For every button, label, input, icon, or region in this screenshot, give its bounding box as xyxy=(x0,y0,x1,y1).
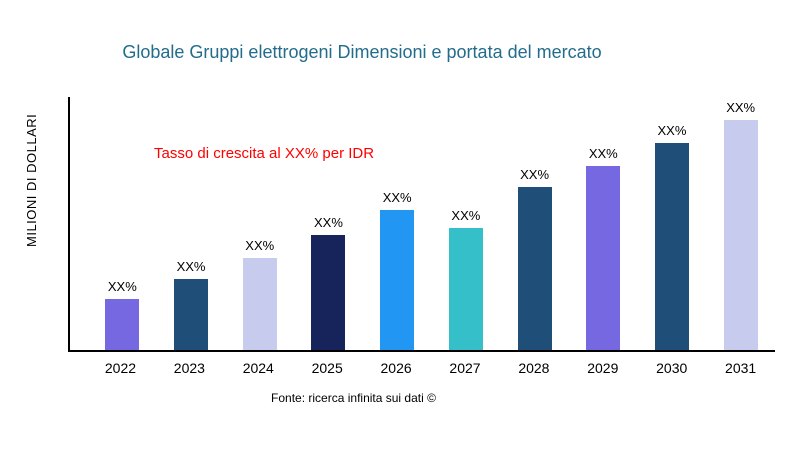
y-axis-label: MILIONI DI DOLLARI xyxy=(24,113,39,247)
x-tick-label-2026: 2026 xyxy=(380,360,412,376)
bar-group-2027: XX% xyxy=(432,97,501,350)
x-tick-label-2025: 2025 xyxy=(311,360,343,376)
x-tick-label-2028: 2028 xyxy=(518,360,550,376)
x-tick-label-2023: 2023 xyxy=(173,360,205,376)
bar-value-label: XX% xyxy=(588,146,618,161)
bar-2025 xyxy=(311,235,346,350)
bars-container: XX% XX% XX% XX% XX% XX% XX% XX% XX% XX% xyxy=(70,97,775,350)
bar-value-label: XX% xyxy=(451,208,481,224)
bar-value-label: XX% xyxy=(382,189,412,205)
x-tick-label-2022: 2022 xyxy=(104,360,137,376)
bar-group-2025: XX% xyxy=(294,97,363,350)
bar-2027 xyxy=(448,228,483,350)
bar-group-2030: XX% xyxy=(638,97,707,350)
bar-value-label: XX% xyxy=(107,279,137,295)
x-axis-tick-labels: 2022 2023 2024 2025 2026 2027 2028 2029 2030 2031 xyxy=(68,360,775,376)
x-tick-label-2029: 2029 xyxy=(587,360,619,376)
bar-value-label: XX% xyxy=(657,123,687,138)
bar-value-label: XX% xyxy=(245,238,275,253)
bar-group-2022: XX% xyxy=(88,97,157,350)
bar-group-2029: XX% xyxy=(569,97,638,350)
bar-group-2023: XX% xyxy=(157,97,226,350)
bar-2028 xyxy=(517,186,552,350)
bar-2022 xyxy=(105,299,140,350)
plot-area: XX% XX% XX% XX% XX% XX% XX% XX% XX% XX% Tasso di … xyxy=(68,97,775,352)
x-tick-label-2027: 2027 xyxy=(449,360,481,376)
growth-rate-annotation: Tasso di crescita al XX% per IDR xyxy=(154,145,375,162)
chart-title: Globale Gruppi elettrogeni Dimensioni e … xyxy=(122,42,602,62)
bar-value-label: XX% xyxy=(314,215,343,230)
x-tick-label-2031: 2031 xyxy=(725,360,757,376)
bar-value-label: XX% xyxy=(176,258,206,274)
bar-2026 xyxy=(380,209,415,350)
bar-2031 xyxy=(723,120,758,350)
bar-2029 xyxy=(586,166,621,350)
bar-group-2031: XX% xyxy=(706,97,775,350)
x-tick-label-2024: 2024 xyxy=(242,360,274,376)
x-tick-label-2030: 2030 xyxy=(656,360,688,376)
bar-2024 xyxy=(242,258,277,350)
bar-2023 xyxy=(174,278,209,350)
source-note: Fonte: ricerca infinita sui dati © xyxy=(271,391,436,405)
bar-group-2026: XX% xyxy=(363,97,432,350)
bar-group-2024: XX% xyxy=(225,97,294,350)
bar-value-label: XX% xyxy=(520,166,550,182)
bar-value-label: XX% xyxy=(726,100,756,115)
bar-group-2028: XX% xyxy=(500,97,569,350)
bar-2030 xyxy=(654,143,689,350)
